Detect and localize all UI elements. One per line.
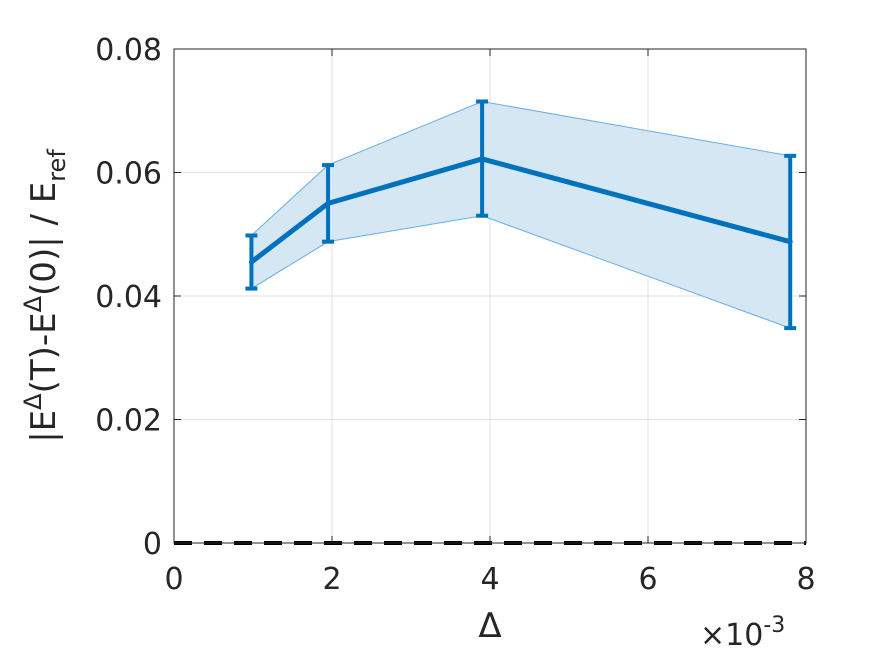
data-point (479, 156, 485, 162)
x-tick-label: 8 (796, 562, 815, 597)
y-label-part-1: |E (24, 410, 64, 443)
y-axis-label: |EΔ(T)-EΔ(0)| / Eref (19, 149, 71, 443)
x-exponent-power: -3 (763, 613, 785, 638)
y-label-sub: ref (43, 149, 71, 182)
series-layer (245, 99, 797, 331)
y-label-sup-1: Δ (19, 393, 47, 410)
data-point (787, 239, 793, 245)
series-line (249, 156, 791, 265)
band-lower-edge (251, 215, 791, 329)
band-upper-edge (251, 100, 791, 236)
x-tick-label: 6 (638, 562, 657, 597)
x-tick-label: 4 (480, 562, 499, 597)
y-label-part-3: (0)| / E (24, 182, 64, 296)
y-ticks: 0 0.02 0.04 0.06 0.08 (95, 33, 806, 562)
x-axis-label: Δ (478, 606, 501, 646)
y-tick-label: 0 (143, 527, 162, 562)
x-ticks: 0 2 4 6 8 (164, 49, 816, 597)
y-tick-label: 0.08 (95, 33, 162, 68)
data-point (325, 200, 331, 206)
x-exponent-label: ×10-3 (700, 613, 785, 653)
data-point (248, 259, 254, 265)
x-exponent-base: ×10 (700, 618, 763, 653)
y-label-sup-2: Δ (19, 295, 47, 312)
y-label-part-2: (T)-E (24, 312, 64, 393)
confidence-band-area (251, 101, 791, 329)
x-tick-label: 2 (322, 562, 341, 597)
confidence-band (251, 100, 791, 329)
x-tick-label: 0 (164, 562, 183, 597)
y-tick-label: 0.06 (95, 157, 162, 192)
y-tick-label: 0.04 (95, 280, 162, 315)
y-tick-label: 0.02 (95, 404, 162, 439)
